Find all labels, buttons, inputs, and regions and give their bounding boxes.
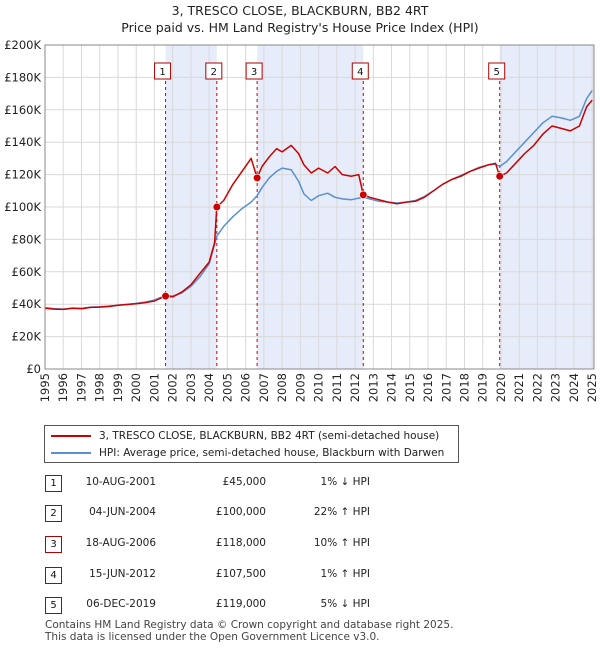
x-tick-label: 1998 — [93, 373, 107, 402]
sale-number-label: 2 — [211, 67, 217, 78]
x-tick-label: 2014 — [385, 373, 399, 402]
sale-number-box — [351, 62, 369, 80]
x-tick-label: 1995 — [38, 373, 52, 402]
x-tick-label: 2025 — [585, 373, 599, 402]
legend-item-property: 3, TRESCO CLOSE, BLACKBURN, BB2 4RT (sem… — [51, 428, 439, 444]
x-tick-label: 2007 — [257, 373, 271, 402]
y-tick-label: £140K — [4, 135, 41, 149]
x-tick-label: 2008 — [275, 373, 289, 402]
legend: 3, TRESCO CLOSE, BLACKBURN, BB2 4RT (sem… — [44, 425, 459, 463]
footer-copyright: Contains HM Land Registry data © Crown c… — [45, 619, 454, 631]
x-tick-label: 2002 — [166, 373, 180, 402]
sale-number-label: 5 — [494, 67, 500, 78]
transaction-date: 15-JUN-2012 — [89, 568, 156, 580]
x-tick-label: 2001 — [147, 373, 161, 402]
plot-border — [44, 44, 595, 370]
sale-point — [212, 202, 221, 212]
x-tick-label: 2003 — [184, 373, 198, 402]
x-tick-label: 2006 — [239, 373, 253, 402]
transaction-date: 06-DEC-2019 — [86, 598, 156, 610]
y-tick-label: £160K — [4, 103, 41, 117]
transaction-marker-badge: 1 — [45, 475, 62, 492]
legend-swatch-hpi — [51, 452, 91, 454]
transaction-price: £118,000 — [215, 537, 266, 549]
x-tick-label: 2017 — [439, 373, 453, 402]
x-tick-label: 2016 — [421, 373, 435, 402]
y-tick-label: £0 — [26, 362, 41, 376]
sale-point — [359, 190, 368, 199]
legend-item-hpi: HPI: Average price, semi-detached house,… — [51, 445, 444, 461]
transaction-date: 10-AUG-2001 — [85, 476, 156, 488]
chart-subtitle: Price paid vs. HM Land Registry's House … — [121, 20, 479, 35]
sale-number-box — [154, 62, 172, 80]
footer: Contains HM Land Registry data © Crown c… — [45, 619, 454, 643]
y-tick-label: £100K — [4, 200, 41, 214]
transaction-marker-badge: 4 — [45, 567, 62, 584]
sale-number-label: 3 — [251, 67, 257, 78]
sale-number-label: 1 — [159, 67, 165, 78]
y-tick-label: £200K — [4, 38, 41, 52]
sale-point — [253, 173, 262, 182]
x-tick-label: 2024 — [567, 373, 581, 402]
x-tick-label: 1997 — [74, 373, 88, 402]
transaction-price: £100,000 — [215, 506, 266, 518]
price-chart: 1 2 3 4 5 £0 £20K £40K £60K £80K £100K £120K £140K £1… — [4, 38, 599, 402]
transaction-hpi-diff: 1% ↓ HPI — [320, 476, 370, 488]
x-tick-label: 2022 — [530, 373, 544, 402]
x-tick-label: 2011 — [330, 373, 344, 402]
sale-number-box — [205, 62, 223, 80]
transaction-price: £119,000 — [215, 598, 266, 610]
y-tick-label: £40K — [12, 297, 42, 311]
x-tick-label: 2004 — [202, 373, 216, 402]
x-tick-label: 1999 — [111, 373, 125, 402]
transaction-price: £107,500 — [215, 568, 266, 580]
y-tick-label: £80K — [12, 232, 42, 246]
sale-number-box — [245, 62, 263, 80]
legend-label-property: 3, TRESCO CLOSE, BLACKBURN, BB2 4RT (sem… — [99, 430, 440, 442]
x-tick-label: 2012 — [348, 373, 362, 402]
chart-title: 3, TRESCO CLOSE, BLACKBURN, BB2 4RT — [171, 3, 429, 18]
footer-licence: This data is licensed under the Open Gov… — [45, 630, 380, 643]
sale-point — [495, 172, 504, 181]
y-tick-label: £60K — [12, 265, 42, 279]
x-tick-label: 2023 — [549, 373, 563, 402]
transaction-marker-badge: 2 — [45, 505, 62, 522]
x-tick-label: 2021 — [512, 373, 526, 402]
y-tick-label: £180K — [4, 70, 41, 84]
transaction-marker-badge: 5 — [45, 597, 62, 614]
y-tick-label: £120K — [4, 168, 41, 182]
transaction-hpi-diff: 22% ↑ HPI — [313, 506, 370, 518]
x-tick-label: 2013 — [366, 373, 380, 402]
x-tick-label: 2018 — [458, 373, 472, 402]
sale-point — [161, 292, 170, 301]
x-tick-label: 2010 — [312, 373, 326, 402]
transaction-price: £45,000 — [222, 476, 266, 488]
legend-swatch-property — [51, 435, 91, 437]
transaction-date: 04-JUN-2004 — [89, 506, 156, 518]
y-tick-label: £20K — [12, 330, 42, 344]
sale-number-label: 4 — [357, 67, 363, 78]
x-tick-label: 2019 — [476, 373, 490, 402]
x-tick-label: 2009 — [293, 373, 307, 402]
x-tick-label: 1996 — [56, 373, 70, 402]
transaction-hpi-diff: 10% ↑ HPI — [313, 537, 370, 549]
transaction-date: 18-AUG-2006 — [85, 537, 156, 549]
x-tick-label: 2020 — [494, 373, 508, 402]
transaction-marker-badge: 3 — [45, 536, 62, 553]
sale-number-box — [488, 62, 506, 80]
x-tick-label: 2000 — [129, 373, 143, 402]
legend-label-hpi: HPI: Average price, semi-detached house,… — [99, 447, 445, 459]
x-tick-label: 2015 — [403, 373, 417, 402]
transaction-hpi-diff: 5% ↓ HPI — [320, 598, 370, 610]
x-tick-label: 2005 — [220, 373, 234, 402]
transaction-hpi-diff: 1% ↑ HPI — [320, 568, 370, 580]
